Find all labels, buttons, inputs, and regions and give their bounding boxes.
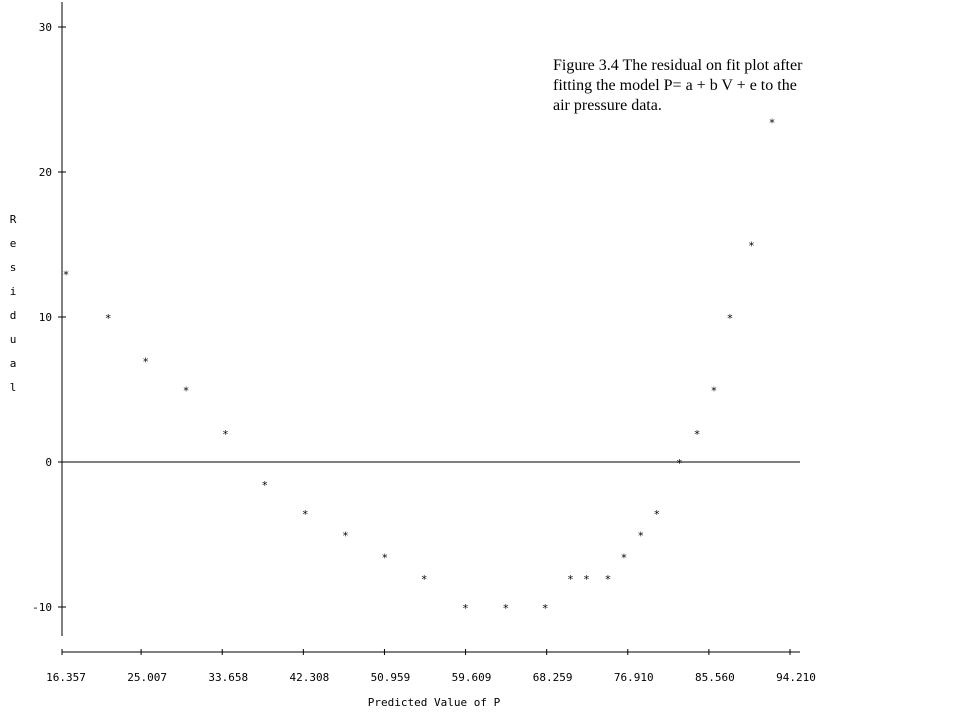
- x-tick-labels: 16.357 25.007 33.658 42.308 50.959 59.609 68.2…: [46, 671, 816, 684]
- x-tick-label: 42.308: [289, 671, 329, 684]
- y-tick-label: 30: [39, 21, 52, 34]
- y-axis-label-char: l: [10, 381, 17, 394]
- y-axis-label-char: R: [10, 213, 17, 226]
- x-tick-label: 33.658: [208, 671, 248, 684]
- x-tick-label: 68.259: [533, 671, 573, 684]
- data-point: *: [222, 428, 229, 441]
- y-tick-label: 10: [39, 311, 52, 324]
- data-point: *: [621, 551, 628, 564]
- data-point: *: [142, 356, 149, 369]
- data-point: *: [638, 530, 645, 543]
- data-point: *: [262, 479, 269, 492]
- data-point: *: [605, 573, 612, 586]
- x-tick-label: 85.560: [695, 671, 735, 684]
- caption-line-2: fitting the model P= a + b V + e to the: [553, 77, 797, 94]
- x-tick-label: 76.910: [614, 671, 654, 684]
- x-axis-label: Predicted Value of P: [368, 696, 501, 709]
- data-point: *: [421, 573, 428, 586]
- data-point: *: [583, 573, 590, 586]
- caption-line-3: air pressure data.: [553, 97, 662, 114]
- y-axis-label-char: d: [10, 309, 17, 322]
- data-point: *: [711, 385, 718, 398]
- x-tick-label: 16.357: [46, 671, 86, 684]
- y-axis-label-char: e: [10, 237, 17, 250]
- data-point: *: [502, 602, 509, 615]
- y-tick-label: -10: [32, 601, 52, 614]
- y-axis: [58, 2, 800, 636]
- data-point: *: [769, 116, 776, 129]
- data-point: *: [676, 457, 683, 470]
- data-point: *: [727, 312, 734, 325]
- data-point: *: [342, 530, 349, 543]
- data-point: *: [748, 240, 755, 253]
- data-point: *: [462, 602, 469, 615]
- data-point: *: [105, 312, 112, 325]
- data-point: *: [382, 551, 389, 564]
- y-axis-label-char: s: [10, 261, 17, 274]
- data-point: *: [653, 508, 660, 521]
- data-point: *: [183, 385, 190, 398]
- x-axis: [61, 649, 800, 655]
- y-axis-label-char: u: [10, 333, 17, 346]
- x-tick-label: 59.609: [452, 671, 492, 684]
- y-tick-label: 0: [45, 456, 52, 469]
- y-tick-labels: 30 20 10 0 -10: [32, 21, 52, 614]
- caption-line-1: Figure 3.4 The residual on fit plot afte…: [553, 57, 803, 74]
- y-tick-label: 20: [39, 166, 52, 179]
- data-point: *: [542, 602, 549, 615]
- x-tick-label: 25.007: [127, 671, 167, 684]
- data-point: *: [694, 428, 701, 441]
- y-axis-label-char: i: [10, 285, 17, 298]
- data-point: *: [63, 269, 70, 282]
- data-point: *: [302, 508, 309, 521]
- data-points: * * * * * * * * * * * * * * * * * * * * * * * * *: [63, 116, 776, 615]
- x-tick-label: 50.959: [371, 671, 411, 684]
- figure-caption: Figure 3.4 The residual on fit plot afte…: [553, 56, 873, 116]
- y-axis-label-char: a: [10, 357, 17, 370]
- x-tick-label: 94.210: [776, 671, 816, 684]
- data-point: *: [567, 573, 574, 586]
